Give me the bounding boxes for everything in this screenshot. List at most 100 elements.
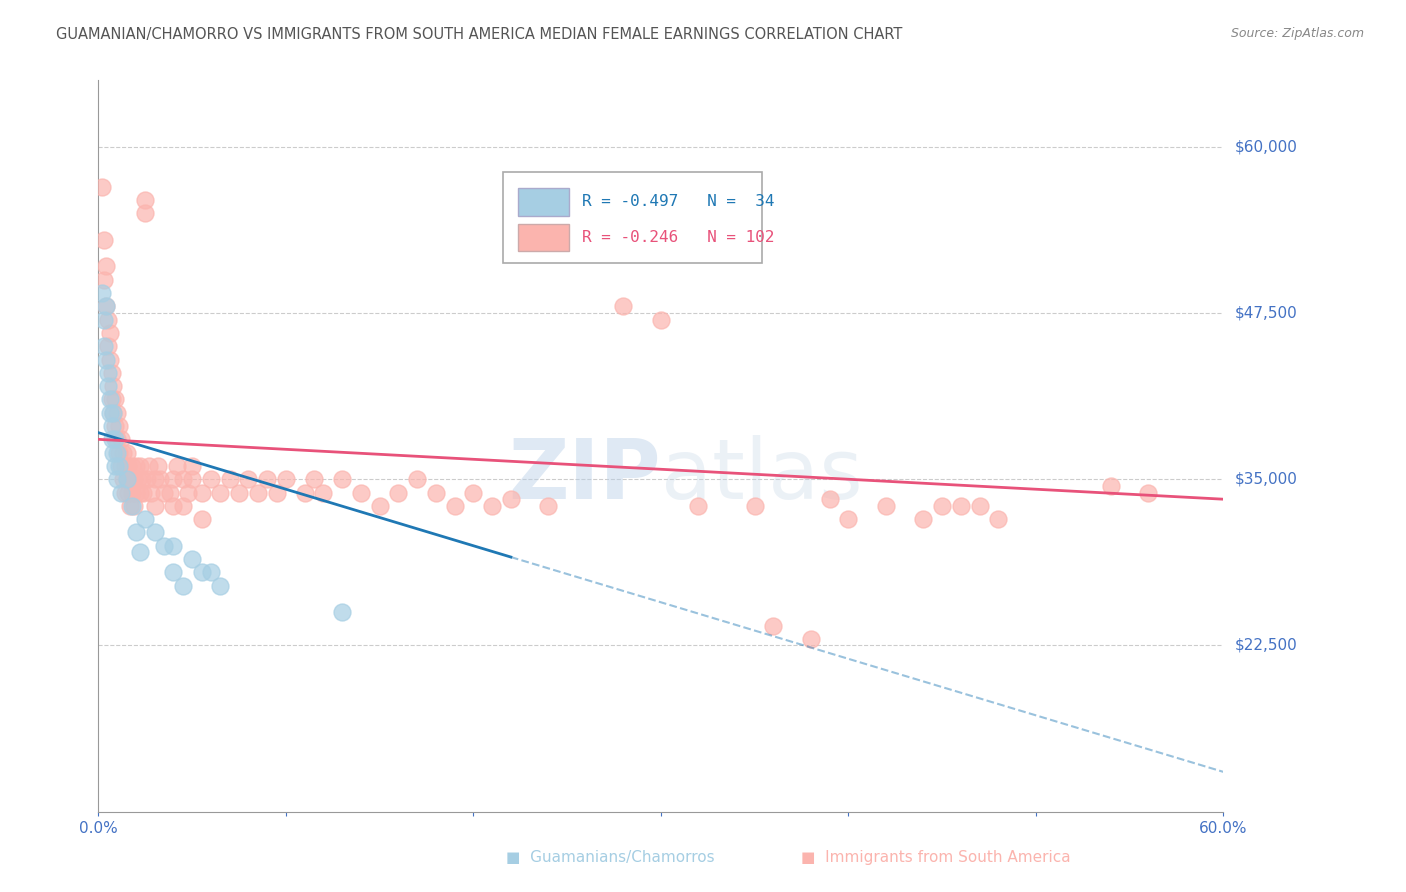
Point — [537, 499, 560, 513]
Point — [148, 458, 170, 473]
Point — [104, 458, 127, 473]
Text: atlas: atlas — [661, 434, 862, 516]
Point — [105, 406, 128, 420]
Point — [228, 485, 250, 500]
Point — [246, 485, 269, 500]
Point — [162, 566, 184, 580]
Point — [120, 472, 142, 486]
Point — [93, 339, 115, 353]
Point — [98, 392, 121, 407]
Point — [218, 472, 240, 486]
Bar — [517, 224, 568, 252]
Point — [105, 445, 128, 459]
Point — [97, 379, 120, 393]
Point — [94, 260, 117, 274]
Point — [330, 605, 353, 619]
Point — [162, 539, 184, 553]
Point — [117, 458, 139, 473]
Point — [499, 492, 522, 507]
Point — [134, 512, 156, 526]
Point — [125, 485, 148, 500]
Point — [949, 499, 972, 513]
Point — [256, 472, 278, 486]
Point — [103, 445, 125, 459]
Point — [93, 273, 115, 287]
Point — [121, 499, 143, 513]
Point — [139, 485, 162, 500]
Point — [108, 445, 131, 459]
Point — [108, 419, 131, 434]
Point — [122, 499, 145, 513]
Point — [105, 472, 128, 486]
Point — [128, 485, 150, 500]
Point — [128, 545, 150, 559]
Point — [121, 458, 143, 473]
Point — [111, 445, 134, 459]
Point — [100, 392, 122, 407]
Point — [143, 525, 166, 540]
Text: Source: ZipAtlas.com: Source: ZipAtlas.com — [1230, 27, 1364, 40]
Point — [912, 512, 935, 526]
Text: ZIP: ZIP — [509, 434, 661, 516]
Point — [110, 433, 132, 447]
Point — [162, 472, 184, 486]
Point — [425, 485, 447, 500]
Point — [1099, 479, 1122, 493]
Point — [143, 472, 166, 486]
Point — [190, 485, 212, 500]
Point — [875, 499, 897, 513]
Point — [294, 485, 316, 500]
Point — [115, 472, 138, 486]
Point — [181, 472, 204, 486]
Point — [94, 299, 117, 313]
Point — [93, 233, 115, 247]
Point — [120, 499, 142, 513]
Point — [481, 499, 503, 513]
Point — [134, 193, 156, 207]
Point — [172, 499, 194, 513]
Point — [125, 525, 148, 540]
Point — [172, 579, 194, 593]
Point — [162, 499, 184, 513]
Point — [132, 485, 155, 500]
Point — [128, 458, 150, 473]
Point — [134, 206, 156, 220]
Point — [987, 512, 1010, 526]
Point — [94, 299, 117, 313]
Point — [121, 485, 143, 500]
Point — [463, 485, 485, 500]
Point — [406, 472, 429, 486]
Point — [111, 472, 134, 486]
Point — [97, 366, 120, 380]
Point — [837, 512, 859, 526]
Point — [103, 379, 125, 393]
Point — [105, 433, 128, 447]
Text: $47,500: $47,500 — [1234, 306, 1298, 320]
Point — [166, 458, 188, 473]
Point — [350, 485, 373, 500]
Point — [115, 445, 138, 459]
Point — [190, 566, 212, 580]
Bar — [517, 188, 568, 216]
Point — [97, 339, 120, 353]
Point — [209, 579, 232, 593]
Point — [312, 485, 335, 500]
Point — [443, 499, 465, 513]
Point — [200, 472, 222, 486]
Point — [122, 472, 145, 486]
Point — [143, 499, 166, 513]
Point — [818, 492, 841, 507]
Point — [650, 312, 672, 326]
Point — [91, 179, 114, 194]
Point — [100, 419, 122, 434]
Point — [302, 472, 325, 486]
Text: R = -0.246   N = 102: R = -0.246 N = 102 — [582, 230, 775, 245]
Point — [181, 458, 204, 473]
Point — [266, 485, 288, 500]
Point — [98, 406, 121, 420]
Point — [153, 485, 176, 500]
Text: $35,000: $35,000 — [1234, 472, 1298, 487]
Point — [98, 326, 121, 340]
Point — [368, 499, 391, 513]
Point — [100, 366, 122, 380]
